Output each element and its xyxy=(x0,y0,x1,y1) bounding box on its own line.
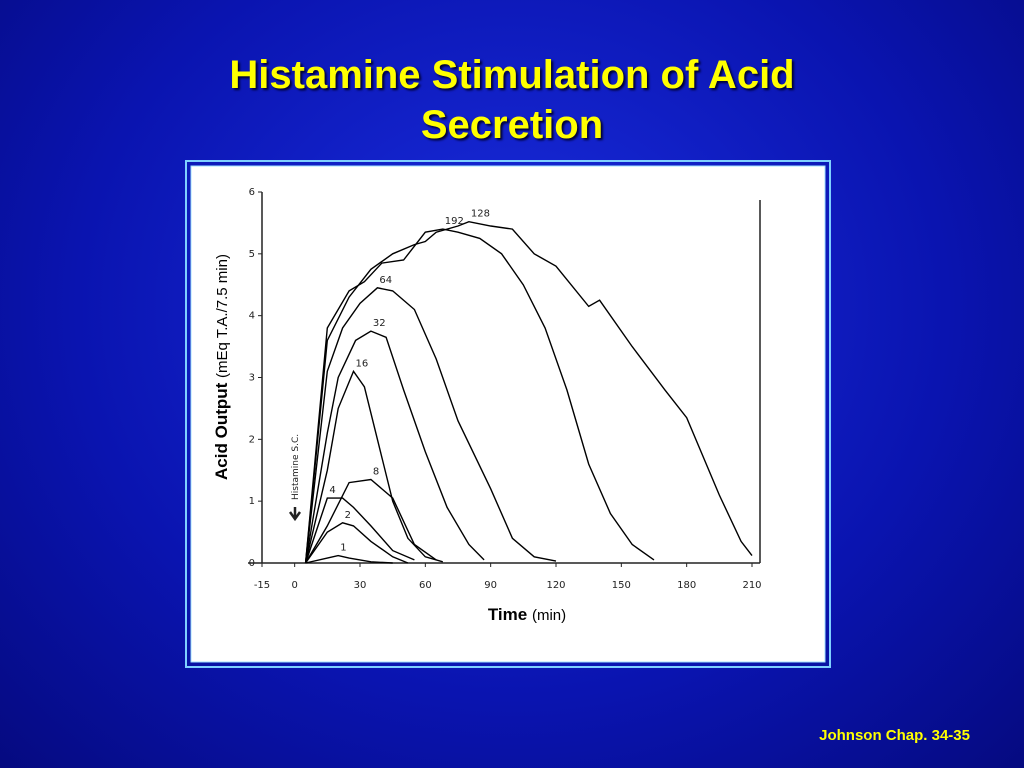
x-axis-label: Time (min) xyxy=(488,605,566,624)
series-line xyxy=(305,522,409,564)
chart-panel xyxy=(190,165,826,663)
footer: Johnson Chap. 34-35 xyxy=(819,727,970,744)
x-label-main: Time xyxy=(488,605,527,624)
series-label: 16 xyxy=(355,358,368,369)
series-label: 8 xyxy=(373,467,379,478)
x-tick-label: -15 xyxy=(254,580,270,591)
y-tick-label: 6 xyxy=(249,187,255,198)
y-tick-label: 0 xyxy=(249,558,255,569)
injection-arrow xyxy=(288,507,302,522)
series-label: 192 xyxy=(445,216,464,227)
series-label: 4 xyxy=(329,485,335,496)
series-label: 128 xyxy=(471,209,490,220)
series-label: 32 xyxy=(373,318,386,329)
injection-annotation: Histamine S.C. xyxy=(291,434,301,500)
y-label-main: Acid Output xyxy=(212,382,231,480)
y-tick-label: 1 xyxy=(249,496,255,507)
y-tick-label: 4 xyxy=(249,311,255,322)
x-tick-label: 210 xyxy=(742,580,761,591)
y-tick-label: 3 xyxy=(249,373,255,384)
series-line xyxy=(304,330,485,564)
series-line xyxy=(305,554,393,564)
series-label: 64 xyxy=(379,275,392,286)
slide-title: Histamine Stimulation of Acid Secretion xyxy=(229,53,795,147)
x-tick-label: 180 xyxy=(677,580,696,591)
y-tick-label: 2 xyxy=(249,434,255,445)
frame-outer xyxy=(185,160,831,668)
series-line xyxy=(304,369,443,564)
series-label: 1 xyxy=(340,543,346,554)
x-label-unit: (min) xyxy=(532,607,566,624)
y-axis-label: Acid Output (mEq T.A./7.5 min) xyxy=(212,254,231,480)
y-label-unit: (mEq T.A./7.5 min) xyxy=(214,254,231,378)
x-tick-label: 120 xyxy=(546,580,565,591)
series-line xyxy=(304,228,655,564)
series-line xyxy=(304,497,415,564)
x-tick-label: 30 xyxy=(354,580,367,591)
x-tick-label: 90 xyxy=(484,580,497,591)
series-label: 2 xyxy=(345,510,351,521)
x-tick-label: 0 xyxy=(291,580,297,591)
series-line xyxy=(304,287,557,564)
x-tick-label: 60 xyxy=(419,580,432,591)
y-tick-label: 5 xyxy=(249,249,255,260)
x-tick-label: 150 xyxy=(612,580,631,591)
series-line xyxy=(304,220,753,564)
